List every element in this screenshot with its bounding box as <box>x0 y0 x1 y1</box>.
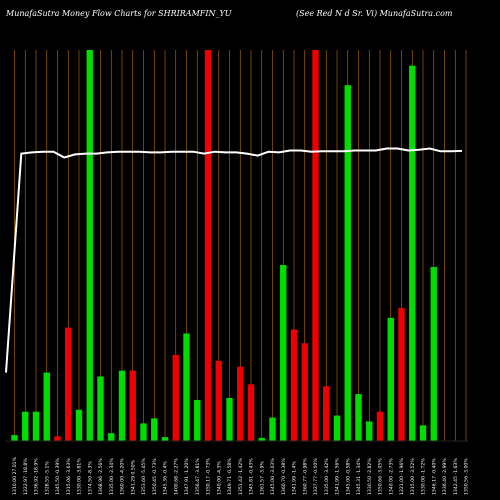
volume-bar <box>215 360 222 441</box>
volume-bar <box>226 397 233 441</box>
x-tick-label: 1350.66 -3.05% <box>378 458 384 495</box>
volume-bar <box>204 50 212 441</box>
x-tick-label: 1321.00 -1.96% <box>399 458 405 495</box>
volume-bar <box>108 433 115 441</box>
volume-bar <box>75 409 83 441</box>
volume-bar <box>280 265 287 441</box>
x-tick-label: 1360.77 -0.98% <box>302 458 308 495</box>
x-tick-label: 1310.00 27.01% <box>12 456 18 495</box>
volume-bar <box>398 308 405 441</box>
x-tick-label: 1335.00 -3.42% <box>324 458 330 495</box>
price-line <box>5 147 463 373</box>
volume-bar <box>140 423 147 441</box>
volume-bar <box>366 421 373 441</box>
volume-bar <box>11 435 18 441</box>
x-tick-label: 1322.97 -18.8% <box>23 458 29 495</box>
x-tick-label: 1350.17 -0.73% <box>206 458 212 495</box>
x-tick-label: 1350.45 -0.73% <box>152 458 158 495</box>
x-tick-label: 1345.00 -0.58% <box>345 458 351 495</box>
x-tick-label: 1361.57 -3.9% <box>259 461 265 495</box>
volume-bar <box>43 372 50 441</box>
volume-bar <box>129 370 136 441</box>
x-tick-label: 1336.92 -18.9% <box>34 458 40 495</box>
x-tick-label: 1374.50 -8.3% <box>87 461 93 495</box>
x-tick-label: 1335.00 -2.34% <box>109 458 115 495</box>
x-tick-label: 1347.91 -1.20% <box>184 458 190 495</box>
volume-bar <box>333 415 341 441</box>
x-tick-label: 1341.99 -1.4% <box>292 461 298 495</box>
volume-bar <box>301 343 308 441</box>
x-tick-label: 1341.99 -1.56% <box>335 458 341 495</box>
x-tick-label: 1345.00 -3.03% <box>270 458 276 495</box>
volume-bar <box>32 411 40 441</box>
x-tick-label: 1351.42 -1.42% <box>238 458 244 495</box>
volume-bar <box>194 399 201 441</box>
volume-bar <box>409 65 416 441</box>
x-tick-label: 1330.50 -2.82% <box>367 458 373 495</box>
x-tick-label: 1341.29 0.50% <box>130 459 136 495</box>
x-tick-label: 1356.47 -3.81% <box>195 458 201 495</box>
x-tick-label: 1340.00 -4.3% <box>216 461 222 495</box>
x-tick-label: 1349.71 -0.58% <box>227 458 233 495</box>
volume-bar <box>387 317 394 441</box>
x-tick-label: 1330.00 -1.72% <box>421 458 427 495</box>
volume-bar <box>237 366 244 441</box>
volume-bar <box>355 394 362 441</box>
volume-bar <box>161 437 169 441</box>
x-tick-label: 1345.81 -0.43% <box>249 458 255 495</box>
volume-bars <box>11 50 437 441</box>
x-tick-label: 1315.00 -3.52% <box>410 458 416 495</box>
volume-bar <box>312 50 319 441</box>
volume-bar <box>86 50 93 441</box>
x-tick-label: 1328.55 -5.1% <box>44 461 50 495</box>
volume-bar <box>54 436 61 441</box>
x-tick-label: 1345.31 -1.34% <box>356 458 362 495</box>
volume-bar <box>269 417 276 441</box>
x-tick-label: 1330.00 -3.81% <box>77 458 83 495</box>
volume-bar <box>97 376 104 441</box>
x-tick-label: 1340.00 -2.73% <box>388 458 394 495</box>
x-tick-label: 1350.56 -3.00% <box>464 458 470 495</box>
x-tick-label: 1360.70 -0.38% <box>281 458 287 495</box>
volume-bar <box>290 329 298 441</box>
x-tick-label: 1368.96 -2.56% <box>98 458 104 495</box>
x-tick-label: 1353.60 -5.45% <box>141 458 147 495</box>
volume-bar <box>118 370 126 441</box>
volume-bar <box>22 411 29 441</box>
volume-bar <box>172 354 179 441</box>
volume-bar <box>419 425 427 441</box>
chart-source-label: (See Red N d Sr. Vi) MunafaSutra.com <box>296 9 453 18</box>
volume-bar <box>344 85 351 441</box>
x-tick-label: 1315.06 -3.63% <box>66 458 72 495</box>
x-tick-label: 1342.45 -1.63% <box>453 458 459 495</box>
volume-bar <box>151 418 158 441</box>
volume-bar <box>65 327 72 441</box>
x-tick-label: 1346.17 -0.40% <box>431 458 437 495</box>
volume-bar <box>258 437 265 441</box>
volume-bar <box>430 267 437 441</box>
x-tick-label: 1400.68 -2.27% <box>173 458 179 495</box>
x-tick-label: 1345.36 -0.4% <box>163 461 169 495</box>
chart-title: MunafaSutra Money Flow Charts for SHRIRA… <box>5 9 232 18</box>
x-tick-label: 1345.50 -0.39% <box>55 458 61 495</box>
x-tick-label: 1360.00 -4.20% <box>120 458 126 495</box>
x-tick-label: 1327.77 -0.50% <box>313 458 319 495</box>
volume-bar <box>183 333 190 441</box>
volume-bar <box>247 384 255 441</box>
x-tick-labels: 1310.00 27.01% 1322.97 -18.8% 1336.92 -18.… <box>12 456 470 495</box>
volume-bar <box>323 386 330 441</box>
volume-bar <box>376 411 384 441</box>
x-tick-label: 1336.40 -2.99% <box>442 458 448 495</box>
